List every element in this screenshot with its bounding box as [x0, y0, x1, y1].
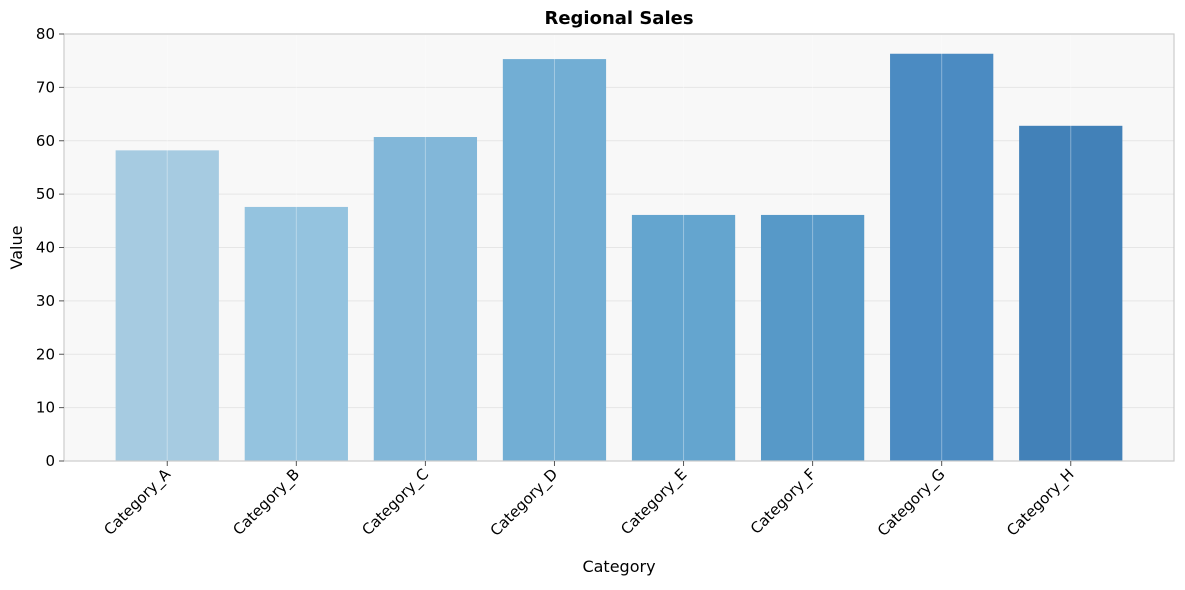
- y-tick-label: 70: [36, 78, 55, 96]
- x-tick-label: Category_B: [229, 465, 303, 539]
- x-tick-label: Category_C: [358, 465, 433, 540]
- bar-category-g: [890, 53, 994, 461]
- x-tick-label: Category_A: [100, 465, 175, 540]
- bar-category-a: [115, 150, 219, 462]
- chart-title: Regional Sales: [544, 8, 693, 29]
- bar-category-h: [1019, 125, 1123, 462]
- y-tick-label: 0: [45, 452, 55, 470]
- y-axis-label: Value: [7, 226, 26, 270]
- bars: [115, 53, 1123, 462]
- x-tick-label: Category_G: [874, 465, 949, 540]
- bar-category-d: [502, 59, 607, 462]
- x-tick-label: Category_D: [487, 465, 562, 540]
- y-tick-label: 20: [36, 345, 55, 363]
- y-axis-ticks: 0 10 20 30 40 50 60 70 80: [36, 25, 64, 470]
- x-tick-label: Category_F: [747, 465, 820, 538]
- x-tick-label: Category_E: [617, 465, 691, 539]
- bar-category-b: [244, 206, 348, 461]
- y-tick-label: 30: [36, 292, 55, 310]
- x-axis-ticks: Category_A Category_B Category_C Category_D…: [100, 461, 1078, 541]
- y-tick-label: 10: [36, 399, 55, 417]
- bar-category-e: [631, 214, 736, 461]
- x-axis-label: Category: [582, 557, 655, 576]
- bar-category-f: [760, 214, 865, 461]
- y-tick-label: 60: [36, 132, 55, 150]
- bar-category-c: [373, 137, 478, 462]
- x-tick-label: Category_H: [1003, 465, 1078, 540]
- vertical-grid-lines: [166, 34, 1072, 461]
- y-tick-label: 40: [36, 239, 55, 257]
- y-tick-label: 80: [36, 25, 55, 43]
- y-tick-label: 50: [36, 185, 55, 203]
